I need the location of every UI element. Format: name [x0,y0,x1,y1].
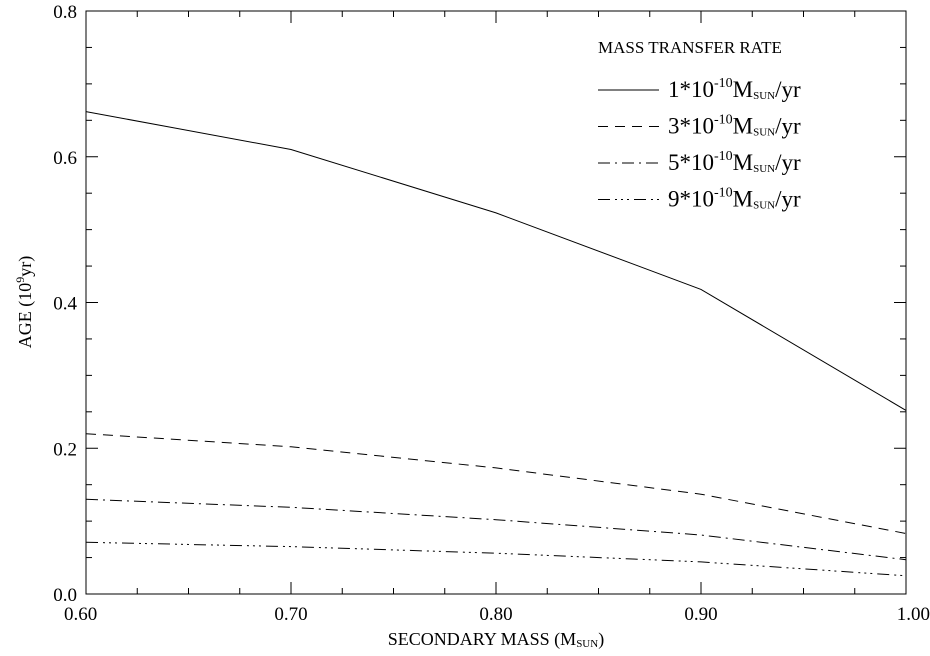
series-line-1 [85,111,907,411]
y-tick-label: 0.0 [53,585,77,606]
series-lines [85,111,907,577]
series-line-2 [85,433,907,534]
x-axis-label: SECONDARY MASS (MSUN) [388,629,604,650]
y-axis-label: AGE (109yr) [13,256,36,349]
series-line-4 [85,541,907,577]
legend-title: MASS TRANSFER RATE [598,38,782,57]
x-tick-label: 0.60 [64,604,97,625]
tick-labels: 0.60 0.70 0.80 0.90 1.00 0.0 0.2 0.4 0.6 0.8 [53,2,930,625]
x-tick-label: 1.00 [897,604,930,625]
legend-label-3: 5*10-10MSUN/yr [668,149,801,175]
x-tick-label: 0.90 [684,604,717,625]
y-tick-label: 0.4 [53,294,77,315]
legend: MASS TRANSFER RATE 1*10-10MSUN/yr 3*10-10… [598,38,801,212]
x-tick-label: 0.80 [479,604,512,625]
legend-label-1: 1*10-10MSUN/yr [668,76,801,102]
axis-ticks [85,10,907,595]
legend-label-2: 3*10-10MSUN/yr [668,113,801,139]
series-line-3 [85,498,907,561]
y-tick-label: 0.2 [53,439,77,460]
y-tick-label: 0.6 [53,148,77,169]
legend-label-4: 9*10-10MSUN/yr [668,186,801,212]
y-tick-label: 0.8 [53,2,77,23]
x-tick-label: 0.70 [274,604,307,625]
